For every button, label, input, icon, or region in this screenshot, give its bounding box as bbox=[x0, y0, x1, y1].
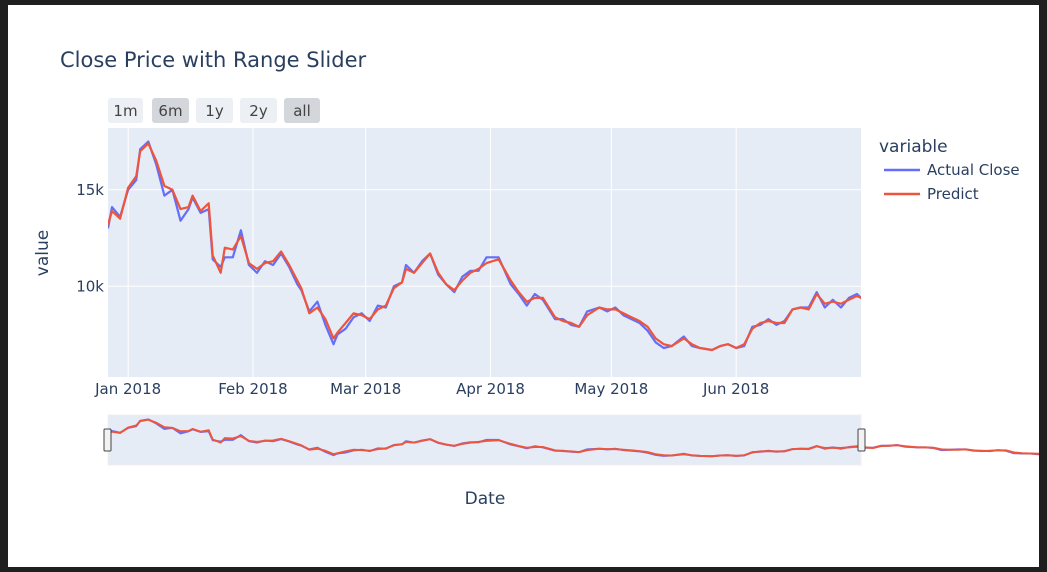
range-button-label: 2y bbox=[249, 102, 268, 120]
range-selector: 1m 6m 1y 2y all bbox=[108, 98, 320, 123]
y-axis-title: value bbox=[33, 230, 53, 276]
legend-item-actual-close[interactable]: Actual Close bbox=[884, 161, 1020, 179]
range-slider-lines bbox=[107, 418, 1039, 458]
range-slider-right-handle[interactable] bbox=[857, 428, 866, 452]
range-button-label: 6m bbox=[158, 102, 182, 120]
legend-label: Predict bbox=[927, 185, 979, 203]
x-tick-label: Feb 2018 bbox=[218, 380, 288, 398]
range-button-label: 1y bbox=[205, 102, 224, 120]
x-gridlines bbox=[127, 128, 737, 377]
x-tick-label: Jan 2018 bbox=[94, 380, 161, 398]
y-tick-label: 10k bbox=[76, 277, 104, 295]
range-slider-left-handle[interactable] bbox=[103, 428, 112, 452]
y-tick-label: 15k bbox=[76, 181, 104, 199]
chart-frame: Close Price with Range Slider 1m 6m 1y 2y al… bbox=[8, 5, 1039, 567]
range-button-2y[interactable]: 2y bbox=[240, 98, 277, 123]
x-tick-label: May 2018 bbox=[574, 380, 648, 398]
x-tick-label: Jun 2018 bbox=[702, 380, 769, 398]
range-button-all[interactable]: all bbox=[284, 98, 320, 123]
x-axis-title: Date bbox=[465, 489, 506, 509]
range-button-label: 1m bbox=[113, 102, 137, 120]
legend: variable Actual Close Predict bbox=[879, 137, 1020, 203]
x-tick-labels: Jan 2018 Feb 2018 Mar 2018 Apr 2018 May 2018… bbox=[94, 380, 769, 398]
slider-series-line bbox=[107, 418, 1039, 458]
series-line-predict bbox=[108, 142, 861, 352]
range-button-1m[interactable]: 1m bbox=[108, 98, 143, 123]
legend-item-predict[interactable]: Predict bbox=[884, 185, 979, 203]
y-gridlines bbox=[108, 189, 861, 287]
y-tick-labels: 10k 15k bbox=[76, 181, 104, 296]
range-button-1y[interactable]: 1y bbox=[196, 98, 233, 123]
legend-title: variable bbox=[879, 137, 948, 157]
legend-label: Actual Close bbox=[927, 161, 1020, 179]
series-lines bbox=[108, 140, 861, 352]
chart-title: Close Price with Range Slider bbox=[60, 48, 366, 72]
x-tick-label: Apr 2018 bbox=[456, 380, 525, 398]
series-line-actual-close bbox=[108, 140, 861, 352]
range-button-label: all bbox=[293, 102, 311, 120]
chart-svg: Close Price with Range Slider 1m 6m 1y 2y al… bbox=[33, 48, 1039, 509]
range-button-6m[interactable]: 6m bbox=[152, 98, 189, 123]
x-tick-label: Mar 2018 bbox=[330, 380, 401, 398]
